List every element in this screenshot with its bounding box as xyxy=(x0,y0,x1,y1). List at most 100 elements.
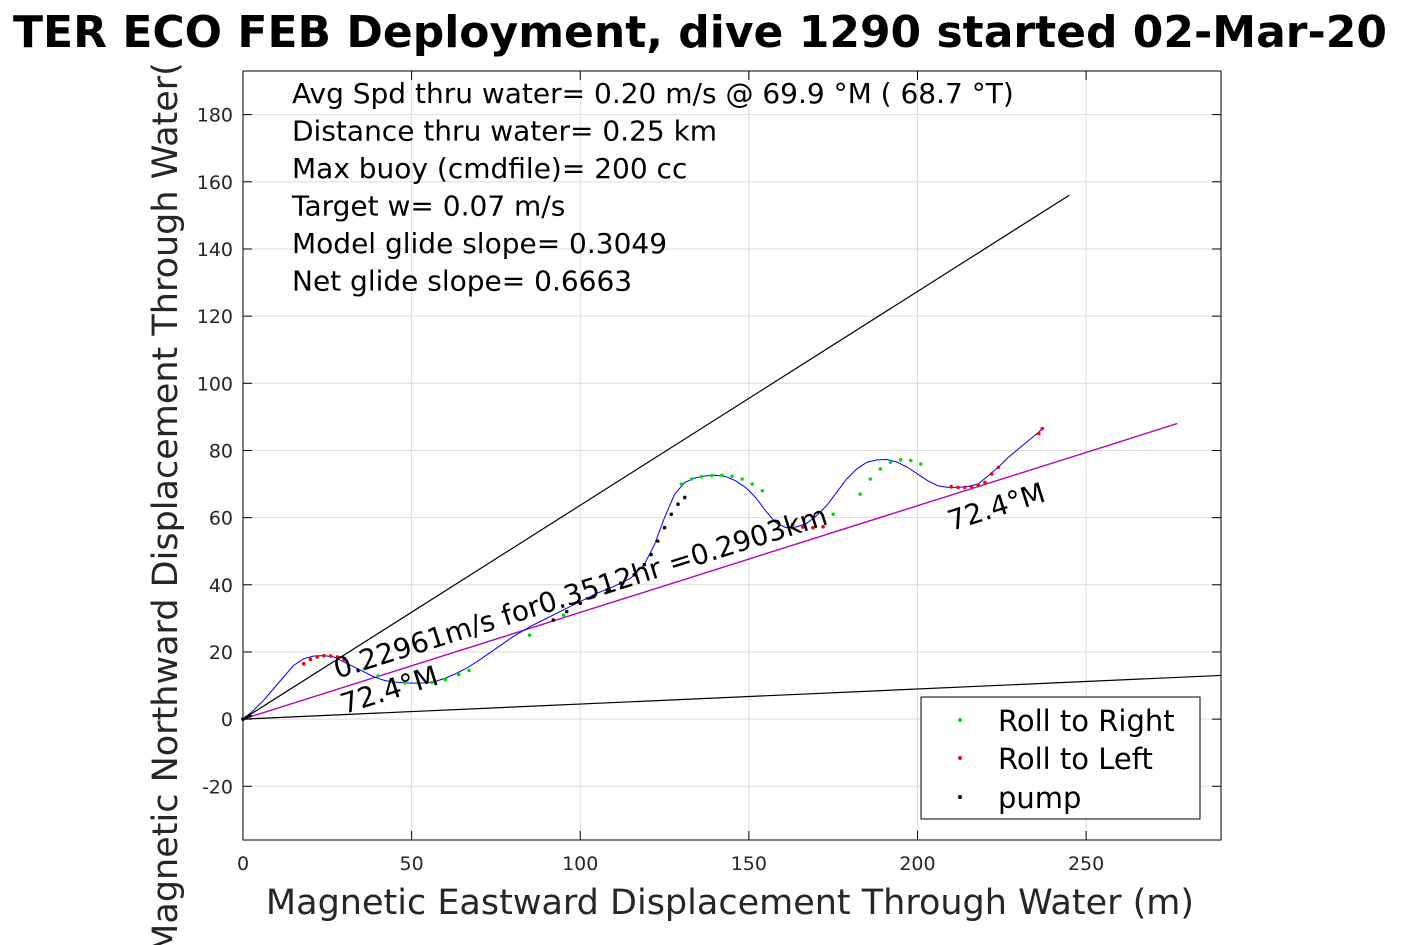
point-roll-to-left xyxy=(322,653,326,658)
point-pump xyxy=(618,581,623,585)
x-axis-label: Magnetic Eastward Displacement Through W… xyxy=(266,883,1194,923)
point-roll-to-right xyxy=(457,672,461,677)
point-roll-to-left xyxy=(989,472,994,476)
point-pump xyxy=(676,502,680,506)
point-pump xyxy=(682,495,687,500)
point-roll-to-right xyxy=(868,477,873,481)
x-tick-label: 150 xyxy=(731,853,767,875)
point-pump xyxy=(605,588,610,592)
info-text-block: Avg Spd thru water= 0.20 m/s @ 69.9 °M (… xyxy=(291,77,1014,298)
legend-label-roll-right: Roll to Right xyxy=(998,704,1175,738)
plot-frame xyxy=(242,70,1222,841)
point-pump xyxy=(247,713,252,718)
x-tick-label: 200 xyxy=(899,853,935,875)
point-roll-to-right xyxy=(430,680,434,685)
info-line: Model glide slope= 0.3049 xyxy=(292,227,667,260)
point-roll-to-right xyxy=(679,482,684,486)
point-roll-to-left xyxy=(956,485,960,490)
point-roll-to-right xyxy=(858,492,862,496)
point-pump xyxy=(669,512,674,517)
y-tick-label: 160 xyxy=(197,172,233,194)
data-points xyxy=(241,426,1045,721)
point-roll-to-right xyxy=(527,633,532,637)
point-roll-to-left xyxy=(969,484,974,489)
y-tick-label: 0 xyxy=(221,709,233,731)
point-roll-to-left xyxy=(821,524,825,529)
annotation-label: 72.4°M xyxy=(943,476,1049,538)
point-roll-to-right xyxy=(888,460,893,465)
point-roll-to-right xyxy=(709,473,714,478)
point-roll-to-left xyxy=(1040,426,1045,431)
legend: Roll to Right Roll to Left pump xyxy=(920,696,1201,820)
point-roll-to-left xyxy=(342,657,346,662)
reference-line xyxy=(242,674,1222,720)
point-roll-to-left xyxy=(335,655,340,659)
point-roll-to-right xyxy=(740,477,744,481)
point-pump xyxy=(662,525,667,530)
legend-box xyxy=(920,696,1201,820)
y-tick-label: 100 xyxy=(197,373,233,395)
y-tick-label: 60 xyxy=(209,508,233,530)
point-roll-to-right xyxy=(760,488,765,493)
point-pump xyxy=(591,594,596,599)
point-roll-to-right xyxy=(689,477,694,481)
point-pump xyxy=(564,609,569,614)
point-roll-to-right xyxy=(831,512,835,517)
point-roll-to-left xyxy=(976,483,980,488)
y-axis-label: Magnetic Northward Displacement Through … xyxy=(146,62,186,945)
info-line: Avg Spd thru water= 0.20 m/s @ 69.9 °M (… xyxy=(292,77,1014,110)
point-roll-to-right xyxy=(699,474,704,479)
point-roll-to-right xyxy=(908,458,913,463)
point-roll-to-left xyxy=(996,465,1001,470)
point-roll-to-right xyxy=(878,467,883,471)
point-roll-to-right xyxy=(467,668,471,673)
x-tick-label: 250 xyxy=(1068,853,1104,875)
grid xyxy=(242,71,1221,840)
point-roll-to-left xyxy=(315,655,319,659)
y-tick-label: 40 xyxy=(209,575,233,597)
point-roll-to-left xyxy=(328,654,333,658)
point-roll-to-left xyxy=(983,480,987,485)
point-roll-to-right xyxy=(376,674,380,678)
point-pump xyxy=(551,618,556,622)
point-pump xyxy=(632,572,636,577)
point-roll-to-left xyxy=(1037,431,1041,436)
legend-marker-pump xyxy=(958,795,962,799)
y-tick-label: 20 xyxy=(209,642,233,664)
point-pump xyxy=(244,715,249,720)
info-line: Distance thru water= 0.25 km xyxy=(292,115,717,148)
point-roll-to-right xyxy=(919,462,923,466)
glider-track xyxy=(242,428,1043,720)
annotations: 0.22961m/s for0.3512hr =0.2903km72.4°M72… xyxy=(330,476,1050,721)
point-roll-to-left xyxy=(790,522,795,527)
point-roll-to-left xyxy=(811,525,815,530)
chart-title: TER ECO FEB Deployment, dive 1290 starte… xyxy=(13,7,1387,58)
point-roll-to-right xyxy=(403,681,407,685)
point-pump xyxy=(656,539,660,543)
info-line: Target w= 0.07 m/s xyxy=(291,190,565,223)
x-tick-label: 100 xyxy=(562,853,598,875)
point-roll-to-right xyxy=(443,677,448,682)
point-roll-to-right xyxy=(898,458,903,462)
x-tick-label: 50 xyxy=(400,853,424,875)
point-pump xyxy=(642,562,647,567)
y-tick-label: -20 xyxy=(202,776,233,798)
track-line xyxy=(242,428,1043,720)
legend-marker-roll-left xyxy=(958,756,962,760)
legend-marker-roll-right xyxy=(958,718,962,722)
reference-lines xyxy=(242,194,1222,720)
point-roll-to-right xyxy=(362,666,367,671)
point-roll-to-left xyxy=(801,525,805,529)
point-roll-to-left xyxy=(301,661,306,666)
point-roll-to-right xyxy=(561,613,566,617)
y-tick-label: 120 xyxy=(197,306,233,328)
axis-ticks: 0 50 100 150 200 250 -20 0 20 40 60 80 100 120 140 160 1… xyxy=(197,71,1221,875)
info-line: Max buoy (cmdfile)= 200 cc xyxy=(292,152,687,185)
point-roll-to-right xyxy=(389,679,394,683)
y-tick-label: 80 xyxy=(209,440,233,462)
reference-line xyxy=(242,194,1070,720)
y-tick-label: 140 xyxy=(197,239,233,261)
point-roll-to-left xyxy=(949,484,954,489)
reference-line xyxy=(242,423,1178,720)
